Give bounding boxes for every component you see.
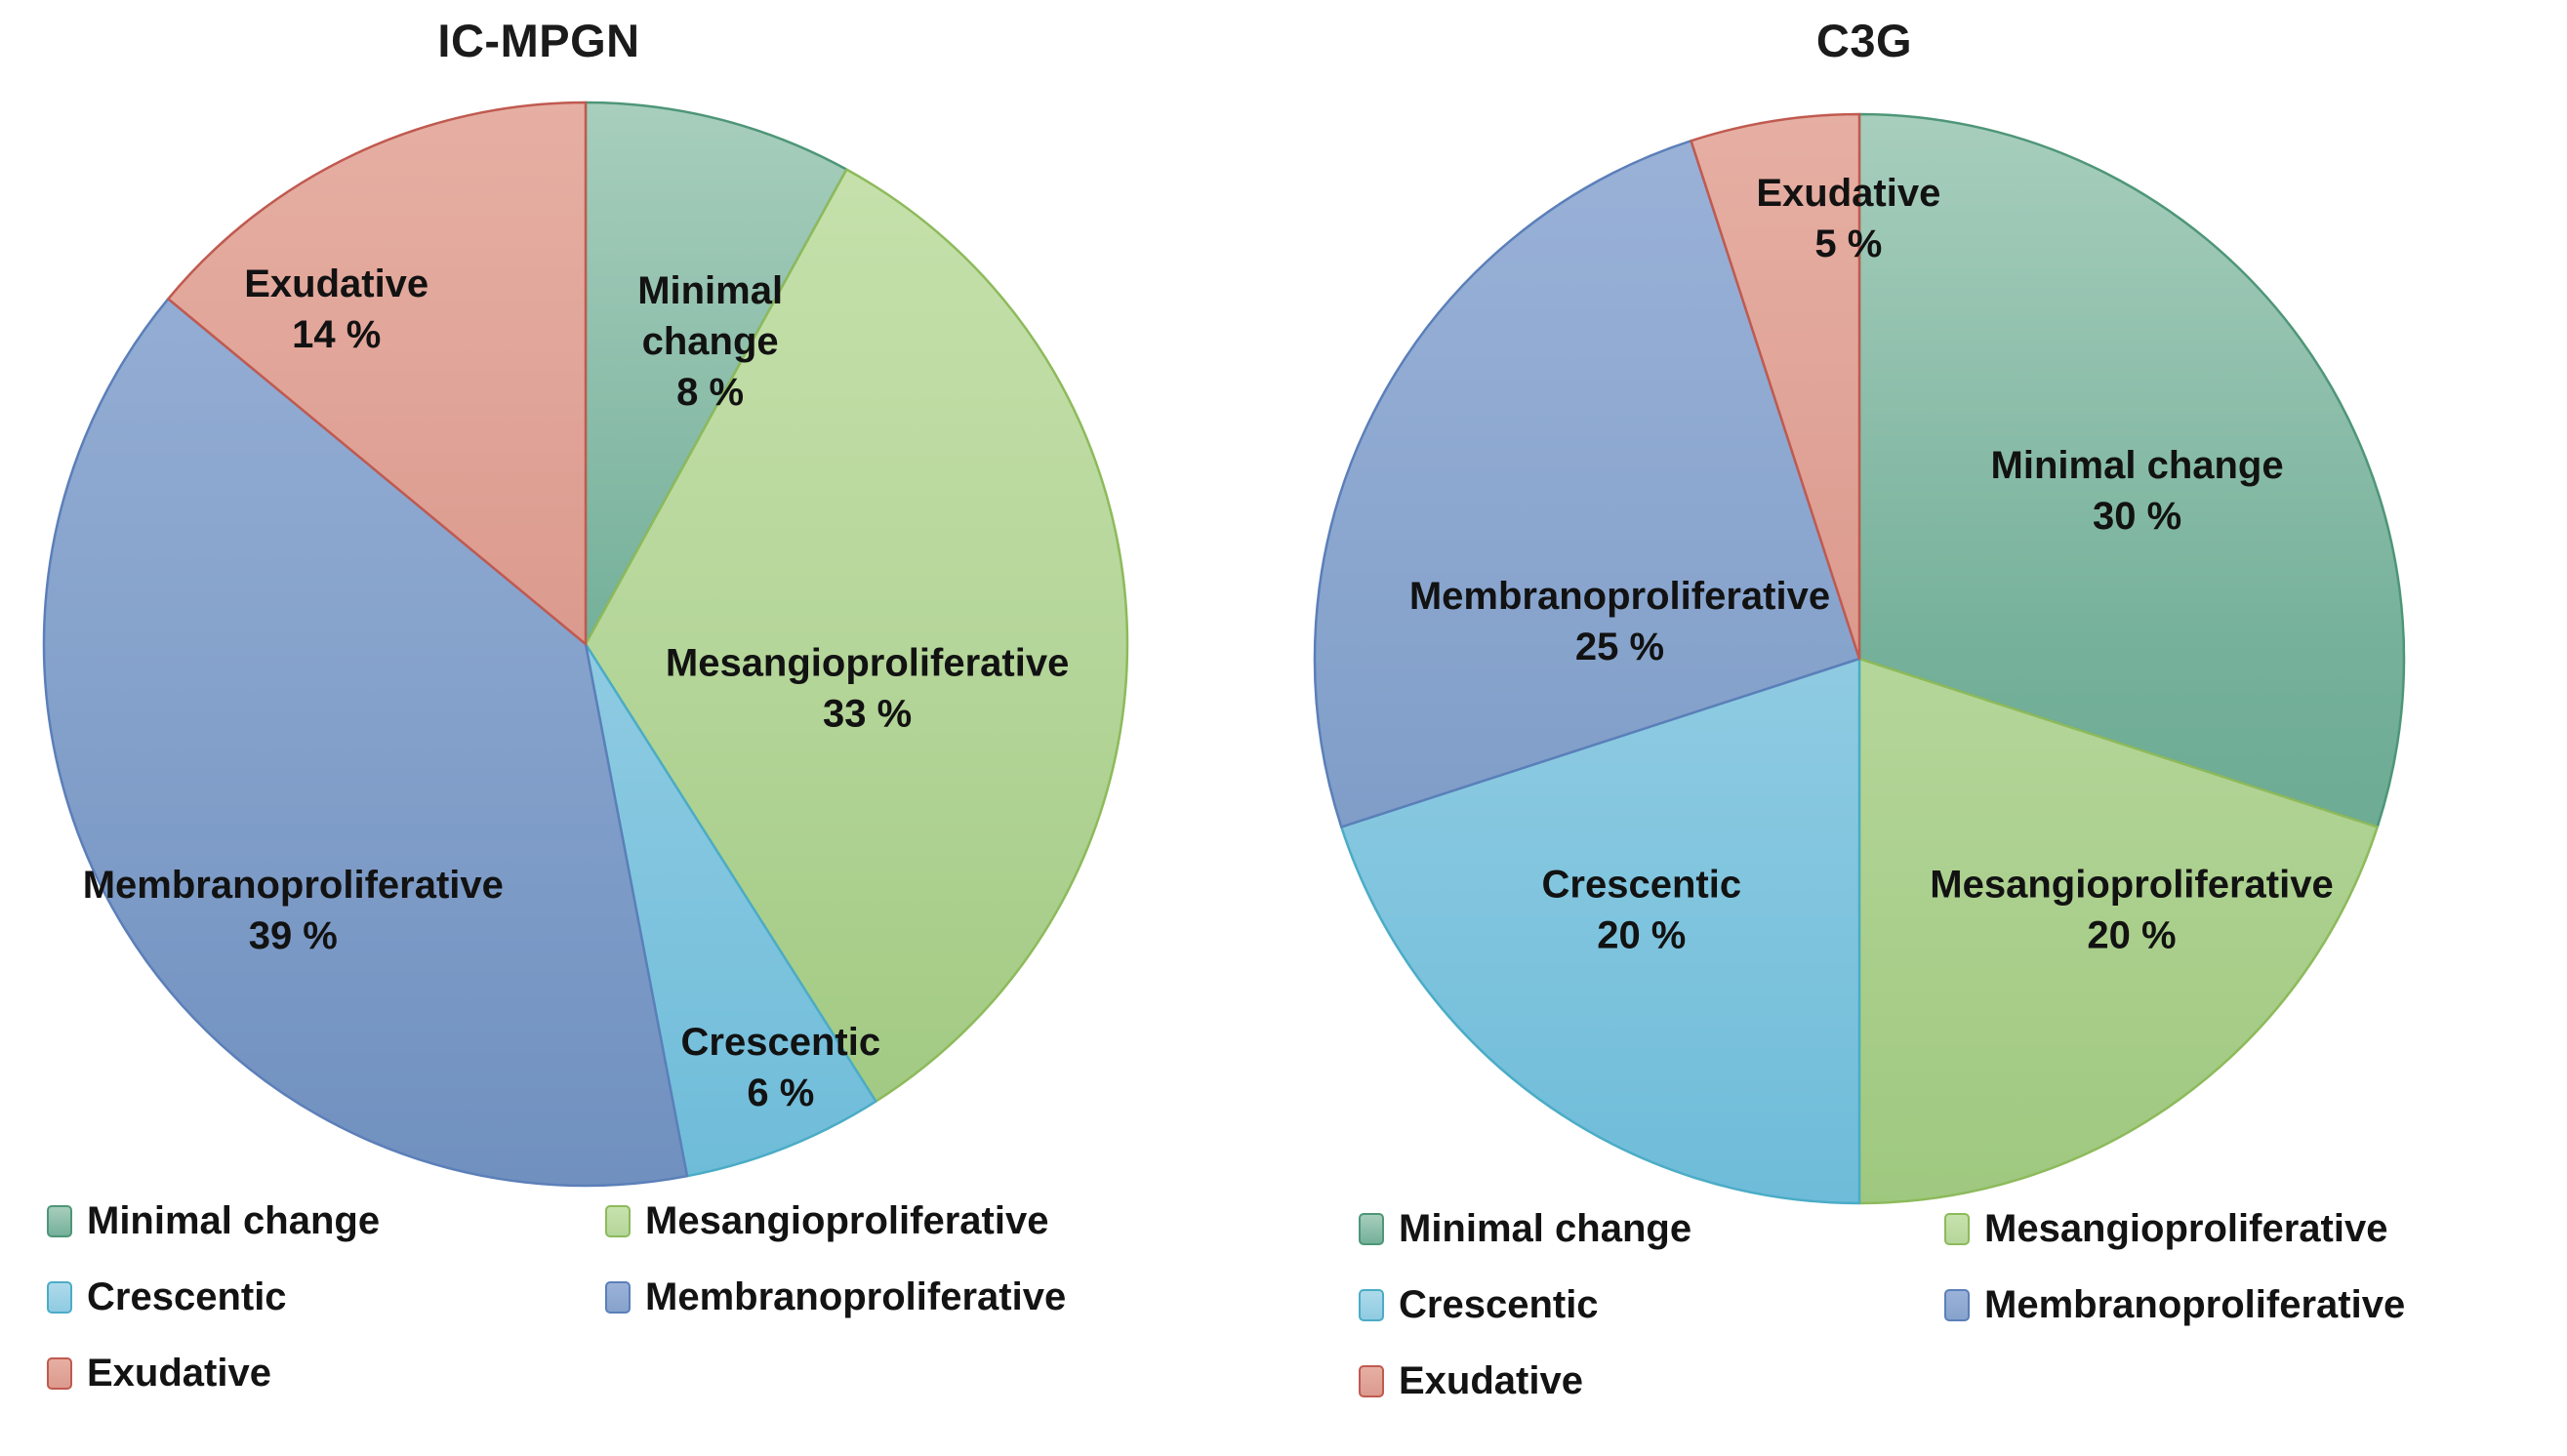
legend-label-mesangioproliferative: Mesangioproliferative xyxy=(1984,1207,2388,1250)
legend-label-exudative: Exudative xyxy=(87,1352,271,1395)
pie-slice-ic-mpgn-minimal-change xyxy=(584,101,848,646)
legend-item-exudative: Exudative xyxy=(47,1351,605,1396)
legend-swatch-crescentic xyxy=(1359,1289,1384,1321)
legend-label-crescentic: Crescentic xyxy=(1399,1283,1599,1326)
legend-item-mesangioproliferative: Mesangioproliferative xyxy=(605,1198,1066,1244)
legend-item-crescentic: Crescentic xyxy=(47,1274,605,1320)
pie-slice-ic-mpgn-mesangioproliferative xyxy=(584,168,1129,1103)
pie-slice-c3g-crescentic xyxy=(1340,657,1861,1205)
pie-ic-mpgn: Minimal change 8 % Mesangioproliferative 33 … xyxy=(42,101,1129,1188)
legend-item-membranoproliferative: Membranoproliferative xyxy=(605,1274,1066,1320)
legend-swatch-minimal-change xyxy=(47,1205,72,1237)
legend-c3g: Minimal change Crescentic Exudative Mesangi… xyxy=(1359,1206,2405,1404)
legend-swatch-membranoproliferative xyxy=(1944,1289,1970,1321)
legend-item-exudative: Exudative xyxy=(1359,1358,1944,1404)
legend-label-membranoproliferative: Membranoproliferative xyxy=(645,1275,1067,1318)
legend-column-1: Minimal change Crescentic Exudative xyxy=(47,1198,605,1396)
legend-swatch-crescentic xyxy=(47,1281,72,1314)
legend-label-minimal-change: Minimal change xyxy=(87,1199,381,1242)
legend-swatch-exudative xyxy=(1359,1365,1384,1397)
legend-item-minimal-change: Minimal change xyxy=(1359,1206,1944,1252)
legend-column-2: Mesangioproliferative Membranoproliferati… xyxy=(1944,1206,2405,1328)
pie-slice-ic-mpgn-exudative xyxy=(167,101,588,646)
pie-c3g: Minimal change 30 % Mesangioproliferative 2… xyxy=(1313,112,2406,1205)
legend-swatch-membranoproliferative xyxy=(605,1281,631,1314)
slice-label-c3g-membranoproliferative: Membranoproliferative 25 % xyxy=(1409,575,1830,668)
slice-label-ic-mpgn-membranoproliferative: Membranoproliferative 39 % xyxy=(83,864,504,957)
pie-slice-c3g-exudative xyxy=(1690,112,1861,661)
chart-title-c3g: C3G xyxy=(1815,15,1913,66)
slice-label-c3g-minimal-change: Minimal change 30 % xyxy=(1991,444,2284,538)
slice-label-c3g-mesangioproliferative: Mesangioproliferative 20 % xyxy=(1930,864,2333,957)
legend-column-1: Minimal change Crescentic Exudative xyxy=(1359,1206,1944,1404)
legend-swatch-minimal-change xyxy=(1359,1213,1384,1245)
legend-label-exudative: Exudative xyxy=(1399,1359,1583,1402)
legend-item-membranoproliferative: Membranoproliferative xyxy=(1944,1282,2405,1328)
legend-swatch-mesangioproliferative xyxy=(1944,1213,1970,1245)
slice-label-c3g-crescentic: Crescentic 20 % xyxy=(1542,864,1742,957)
legend-label-crescentic: Crescentic xyxy=(87,1275,287,1318)
chart-title-ic-mpgn: IC-MPGN xyxy=(437,15,640,66)
legend-ic-mpgn: Minimal change Crescentic Exudative Mesangi… xyxy=(47,1198,1066,1396)
legend-item-crescentic: Crescentic xyxy=(1359,1282,1944,1328)
legend-column-2: Mesangioproliferative Membranoproliferati… xyxy=(605,1198,1066,1320)
legend-label-membranoproliferative: Membranoproliferative xyxy=(1984,1283,2406,1326)
legend-item-minimal-change: Minimal change xyxy=(47,1198,605,1244)
legend-swatch-mesangioproliferative xyxy=(605,1205,631,1237)
legend-item-mesangioproliferative: Mesangioproliferative xyxy=(1944,1206,2405,1252)
pie-slice-c3g-mesangioproliferative xyxy=(1857,657,2379,1205)
legend-label-mesangioproliferative: Mesangioproliferative xyxy=(645,1199,1049,1242)
slice-label-ic-mpgn-mesangioproliferative: Mesangioproliferative 33 % xyxy=(666,641,1069,735)
slice-label-c3g-exudative: Exudative 5 % xyxy=(1756,172,1940,265)
slice-label-ic-mpgn-exudative: Exudative 14 % xyxy=(244,263,428,356)
legend-label-minimal-change: Minimal change xyxy=(1399,1207,1692,1250)
pie-slice-ic-mpgn-membranoproliferative xyxy=(42,297,689,1188)
slice-label-ic-mpgn-minimal-change: Minimal change 8 % xyxy=(637,269,783,414)
slice-label-ic-mpgn-crescentic: Crescentic 6 % xyxy=(681,1021,881,1114)
pie-slice-ic-mpgn-crescentic xyxy=(584,642,877,1178)
pie-slice-c3g-membranoproliferative xyxy=(1313,140,1861,829)
legend-swatch-exudative xyxy=(47,1357,72,1390)
pie-slice-c3g-minimal-change xyxy=(1857,112,2406,829)
